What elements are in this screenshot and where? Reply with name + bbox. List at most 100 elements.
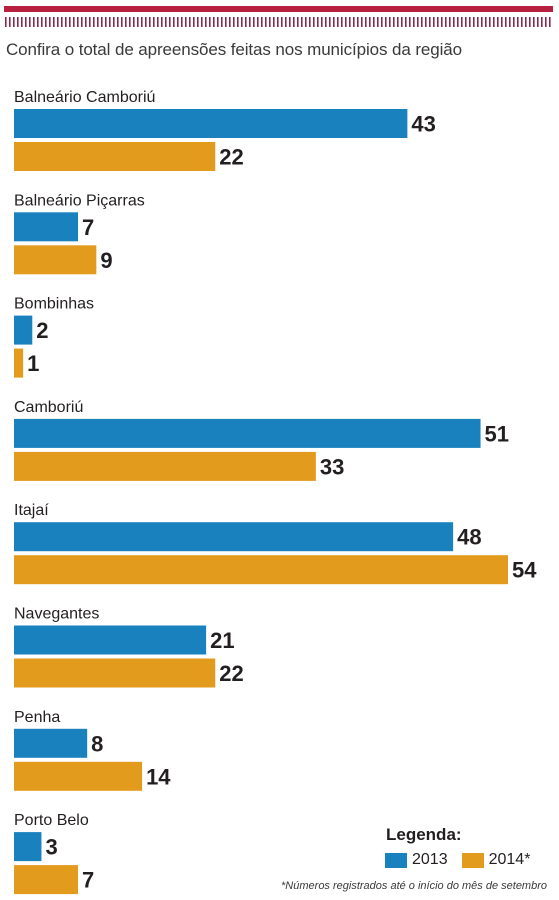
decorative-tick [533,17,535,27]
value-label: 1 [27,351,39,376]
decorative-tick [33,17,35,27]
decorative-tick [93,17,95,27]
decorative-tick [373,17,375,27]
decorative-tick [325,17,327,27]
decorative-tick [133,17,135,27]
decorative-tick [173,17,175,27]
decorative-tick [321,17,323,27]
decorative-tick [37,17,39,27]
decorative-tick [261,17,263,27]
decorative-tick [157,17,159,27]
decorative-tick [513,17,515,27]
decorative-tick [301,17,303,27]
bar-2014 [14,555,508,585]
decorative-tick [389,17,391,27]
category-label: Itajaí [14,502,49,519]
decorative-tick [309,17,311,27]
footnote: *Números registrados até o início do mês… [281,880,547,892]
decorative-tick [517,17,519,27]
decorative-tick [153,17,155,27]
bar-2013 [14,109,408,138]
decorative-tick [177,17,179,27]
legend-title: Legenda: [386,825,462,844]
accent-rule-bar [4,6,553,12]
value-label: 51 [485,421,509,446]
value-label: 2 [36,318,48,343]
decorative-tick [109,17,111,27]
decorative-tick-strip [5,17,551,27]
decorative-tick [485,17,487,27]
decorative-tick [233,17,235,27]
decorative-tick [145,17,147,27]
decorative-tick [165,17,167,27]
decorative-tick [217,17,219,27]
decorative-tick [493,17,495,27]
decorative-tick [213,17,215,27]
legend-label-2014: 2014* [488,851,531,868]
decorative-tick [61,17,63,27]
decorative-tick [21,17,23,27]
decorative-tick [17,17,19,27]
decorative-tick [185,17,187,27]
decorative-tick [521,17,523,27]
decorative-tick [481,17,483,27]
decorative-tick [357,17,359,27]
bar-2013 [14,728,88,758]
decorative-tick [361,17,363,27]
category-label: Porto Belo [14,812,89,829]
decorative-tick [409,17,411,27]
value-label: 43 [411,112,435,137]
decorative-tick [253,17,255,27]
decorative-tick [9,17,11,27]
decorative-tick [449,17,451,27]
legend: Legenda: 2013 2014* [385,825,555,869]
value-label: 21 [210,628,234,653]
decorative-tick [277,17,279,27]
value-label: 9 [100,248,112,273]
decorative-tick [237,17,239,27]
decorative-tick [285,17,287,27]
bar-2013 [14,522,454,552]
category-label: Navegantes [14,606,99,623]
bar-2014 [14,451,316,481]
decorative-tick [397,17,399,27]
decorative-tick [333,17,335,27]
decorative-tick [545,17,547,27]
decorative-tick [57,17,59,27]
value-label: 7 [82,868,94,893]
decorative-tick [401,17,403,27]
decorative-tick [509,17,511,27]
decorative-tick [365,17,367,27]
decorative-tick [537,17,539,27]
decorative-tick [425,17,427,27]
decorative-tick [81,17,83,27]
decorative-tick [241,17,243,27]
decorative-tick [393,17,395,27]
decorative-tick [5,17,7,27]
decorative-tick [141,17,143,27]
value-label: 8 [91,731,103,756]
value-label: 14 [146,764,171,789]
decorative-tick [457,17,459,27]
decorative-tick [209,17,211,27]
decorative-tick [369,17,371,27]
decorative-tick [189,17,191,27]
decorative-tick [489,17,491,27]
decorative-tick [125,17,127,27]
decorative-tick [473,17,475,27]
legend-item-2013: 2013 [385,851,448,869]
decorative-tick [97,17,99,27]
decorative-tick [117,17,119,27]
decorative-tick [349,17,351,27]
decorative-tick [413,17,415,27]
decorative-tick [341,17,343,27]
decorative-tick [405,17,407,27]
legend-item-2014: 2014* [461,851,531,869]
value-label: 7 [82,215,94,240]
value-label: 22 [219,145,243,170]
decorative-tick [501,17,503,27]
category-label: Bombinhas [14,296,94,313]
decorative-tick [461,17,463,27]
category-label: Balneário Piçarras [14,192,145,209]
decorative-tick [45,17,47,27]
